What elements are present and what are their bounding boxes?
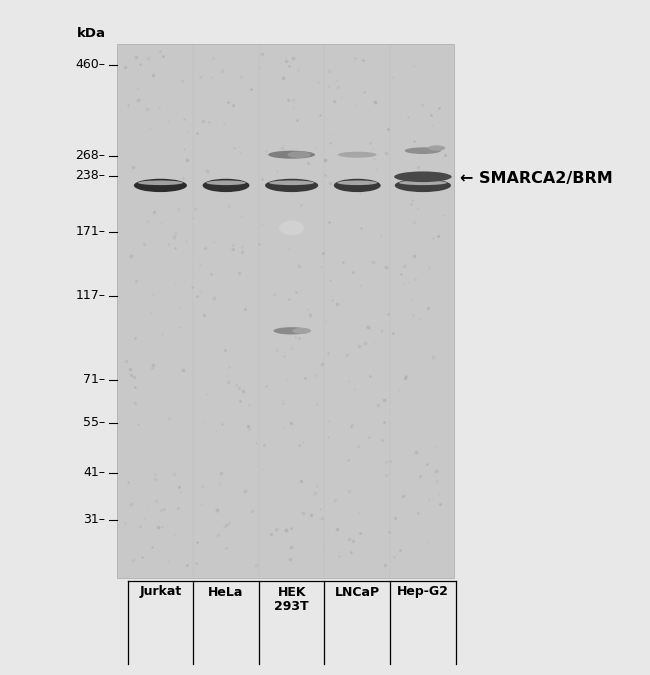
Bar [116, 44, 454, 578]
Text: 117–: 117– [75, 289, 105, 302]
Text: ← SMARCA2/BRM: ← SMARCA2/BRM [460, 171, 613, 186]
Ellipse shape [428, 145, 445, 151]
Text: 41–: 41– [83, 466, 105, 479]
Ellipse shape [268, 151, 315, 159]
Text: 31–: 31– [83, 513, 105, 526]
Text: LNCaP: LNCaP [335, 585, 380, 599]
Text: HeLa: HeLa [209, 585, 244, 599]
Ellipse shape [394, 171, 452, 182]
Text: 460–: 460– [75, 58, 105, 72]
Text: HEK
293T: HEK 293T [274, 585, 309, 614]
Ellipse shape [206, 180, 246, 185]
Ellipse shape [269, 180, 314, 185]
Ellipse shape [292, 328, 311, 334]
Ellipse shape [399, 180, 447, 185]
Text: 171–: 171– [75, 225, 105, 238]
Ellipse shape [134, 179, 187, 192]
Text: 55–: 55– [83, 416, 105, 429]
Text: Hep-G2: Hep-G2 [397, 585, 448, 599]
Ellipse shape [338, 152, 376, 158]
Ellipse shape [138, 180, 183, 185]
Text: kDa: kDa [77, 26, 105, 40]
Ellipse shape [334, 179, 381, 192]
Ellipse shape [279, 221, 304, 235]
Text: 268–: 268– [75, 149, 105, 163]
Text: Jurkat: Jurkat [139, 585, 181, 599]
Ellipse shape [203, 179, 250, 192]
Ellipse shape [405, 147, 441, 154]
Text: 238–: 238– [75, 169, 105, 182]
Ellipse shape [337, 180, 377, 185]
Ellipse shape [274, 327, 310, 335]
Ellipse shape [395, 179, 451, 192]
Ellipse shape [287, 151, 311, 158]
Text: 71–: 71– [83, 373, 105, 386]
Ellipse shape [265, 179, 318, 192]
